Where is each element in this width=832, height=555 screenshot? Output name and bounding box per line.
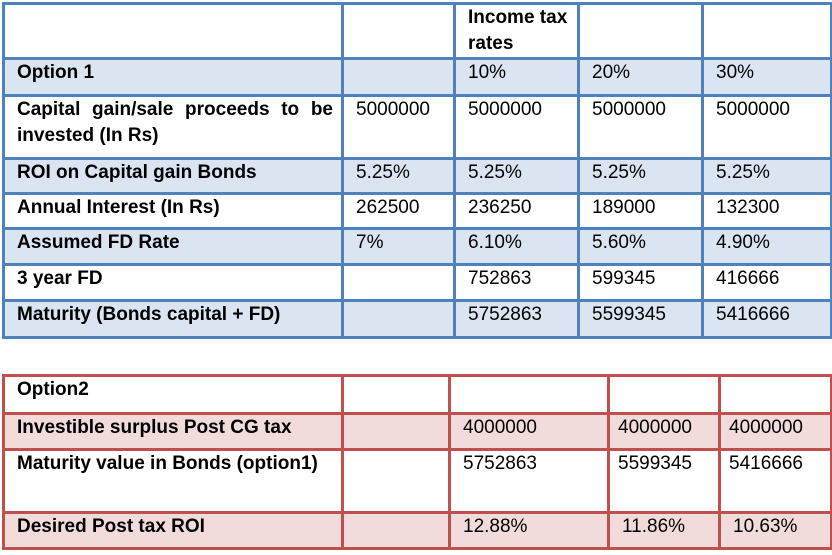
table-cell: 4.90% xyxy=(701,227,832,266)
row-label: Maturity (Bonds capital + FD) xyxy=(2,299,344,339)
option1-table: Income tax rates Option 1 10% 20% 30% Ca… xyxy=(2,2,832,339)
table-row: Maturity (Bonds capital + FD) 5752863 55… xyxy=(2,299,832,339)
table-cell xyxy=(448,374,610,415)
row-label: Option2 xyxy=(2,374,344,415)
table-row: Option2 xyxy=(2,374,832,415)
header-cell xyxy=(577,2,704,60)
row-label: Annual Interest (In Rs) xyxy=(2,192,344,230)
table-cell: 599345 xyxy=(577,263,704,302)
table-cell: 189000 xyxy=(577,192,704,230)
table-row: Income tax rates xyxy=(2,2,832,60)
table-cell: 752863 xyxy=(453,263,580,302)
table-row: Capital gain/sale proceeds to be investe… xyxy=(2,94,832,160)
table-cell: 5.25% xyxy=(701,157,832,195)
table-cell xyxy=(718,374,832,415)
table-cell: 4000000 xyxy=(448,412,610,451)
table-row: Desired Post tax ROI 12.88% 11.86% 10.63… xyxy=(2,511,832,550)
table-cell: 5752863 xyxy=(448,448,610,514)
table-cell: 5000000 xyxy=(577,94,704,160)
table-cell: 132300 xyxy=(701,192,832,230)
table-cell: 7% xyxy=(341,227,456,266)
row-label: Option 1 xyxy=(2,57,344,97)
table-cell: 262500 xyxy=(341,192,456,230)
table-cell xyxy=(341,299,456,339)
table-cell: 4000000 xyxy=(607,412,721,451)
table-cell: 5000000 xyxy=(701,94,832,160)
table-row: Assumed FD Rate 7% 6.10% 5.60% 4.90% xyxy=(2,227,832,266)
table-cell xyxy=(341,57,456,97)
header-cell xyxy=(341,2,456,60)
table-cell: 4000000 xyxy=(718,412,832,451)
header-cell xyxy=(2,2,344,60)
table-cell xyxy=(341,263,456,302)
table-cell: 5.60% xyxy=(577,227,704,266)
row-label: Assumed FD Rate xyxy=(2,227,344,266)
table-row: Maturity value in Bonds (option1) 575286… xyxy=(2,448,832,514)
tax-rate-cell: 20% xyxy=(577,57,704,97)
tax-rate-cell: 10% xyxy=(453,57,580,97)
table-cell: 5599345 xyxy=(607,448,721,514)
option2-table: Option2 Investible surplus Post CG tax 4… xyxy=(2,374,832,550)
row-label: Capital gain/sale proceeds to be investe… xyxy=(2,94,344,160)
row-label: Maturity value in Bonds (option1) xyxy=(2,448,344,514)
table-row: Annual Interest (In Rs) 262500 236250 18… xyxy=(2,192,832,230)
table-cell: 12.88% xyxy=(448,511,610,550)
table-cell: 5416666 xyxy=(718,448,832,514)
table-cell: 5.25% xyxy=(341,157,456,195)
table-cell: 5416666 xyxy=(701,299,832,339)
table-cell: 236250 xyxy=(453,192,580,230)
table-cell: 5752863 xyxy=(453,299,580,339)
row-label: Desired Post tax ROI xyxy=(2,511,344,550)
row-label: 3 year FD xyxy=(2,263,344,302)
header-cell xyxy=(701,2,832,60)
table-cell: 11.86% xyxy=(607,511,721,550)
table-row: Investible surplus Post CG tax 4000000 4… xyxy=(2,412,832,451)
table-cell: 5000000 xyxy=(453,94,580,160)
table-row: ROI on Capital gain Bonds 5.25% 5.25% 5.… xyxy=(2,157,832,195)
row-label: ROI on Capital gain Bonds xyxy=(2,157,344,195)
income-tax-rates-header: Income tax rates xyxy=(453,2,580,60)
table-row: 3 year FD 752863 599345 416666 xyxy=(2,263,832,302)
table-row: Option 1 10% 20% 30% xyxy=(2,57,832,97)
table-cell: 5.25% xyxy=(577,157,704,195)
table-cell: 416666 xyxy=(701,263,832,302)
row-label: Investible surplus Post CG tax xyxy=(2,412,344,451)
table-cell: 5599345 xyxy=(577,299,704,339)
table-cell: 6.10% xyxy=(453,227,580,266)
table-cell xyxy=(341,374,451,415)
table-cell xyxy=(341,511,451,550)
table-cell xyxy=(341,448,451,514)
table-cell xyxy=(607,374,721,415)
table-cell xyxy=(341,412,451,451)
table-cell: 5.25% xyxy=(453,157,580,195)
table-cell: 5000000 xyxy=(341,94,456,160)
table-cell: 10.63% xyxy=(718,511,832,550)
tax-rate-cell: 30% xyxy=(701,57,832,97)
